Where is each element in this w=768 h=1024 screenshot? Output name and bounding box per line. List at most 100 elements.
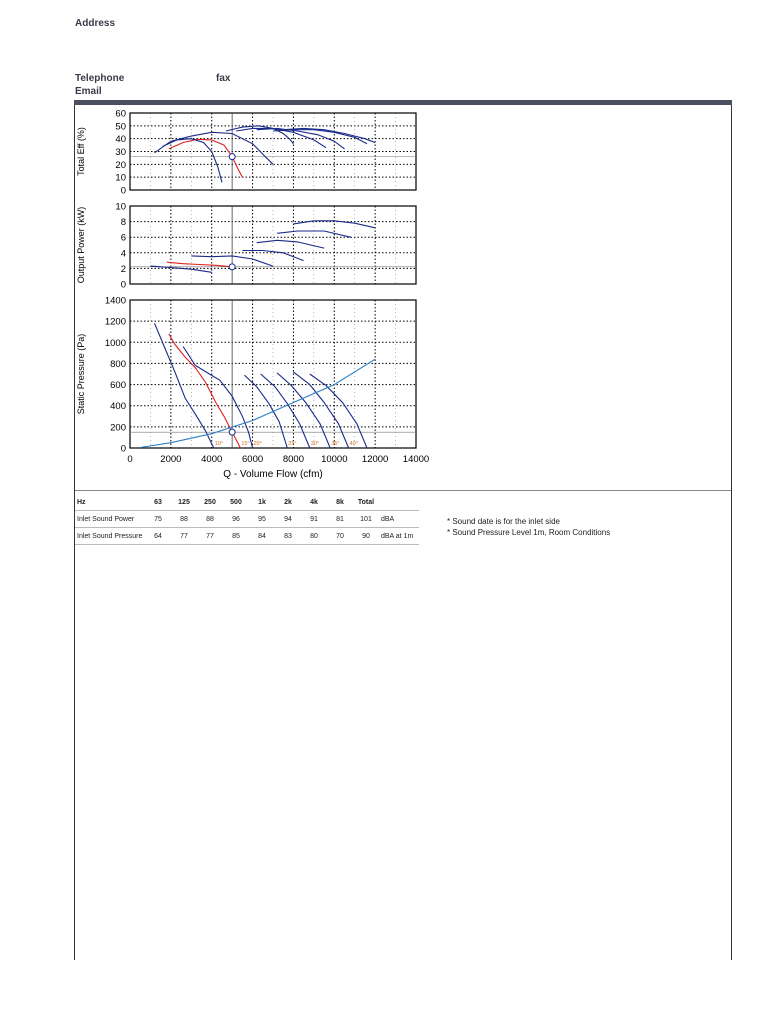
- y-axis-label: Static Pressure (Pa): [76, 334, 86, 415]
- sound-table-row: Inlet Sound Power 75 88 88 96 95 94 91 81 101 dBA: [75, 510, 419, 528]
- y-tick-label: 0: [121, 280, 126, 291]
- y-axis-label: Output Power (kW): [76, 207, 86, 284]
- sound-table-cell: dBA at 1m: [381, 532, 414, 540]
- y-tick-label: 800: [110, 359, 126, 370]
- x-tick-label: 4000: [201, 454, 222, 465]
- sound-table-cell: 77: [206, 532, 214, 540]
- sound-table-cell: 81: [336, 515, 344, 523]
- content-frame: [74, 100, 732, 960]
- sound-table-cell: Inlet Sound Pressure: [77, 532, 143, 540]
- series-line: [309, 373, 368, 449]
- y-tick-label: 30: [115, 147, 126, 158]
- series-line: [168, 333, 241, 449]
- sound-table-header-cell: 4k: [310, 498, 318, 506]
- blade-angle-label: 25°: [288, 441, 296, 447]
- blade-angle-label: 35°: [331, 441, 339, 447]
- y-tick-label: 600: [110, 380, 126, 391]
- sound-table-cell: 70: [336, 532, 344, 540]
- fax-label: fax: [216, 73, 231, 84]
- y-axis-label: Total Eff (%): [76, 127, 86, 176]
- x-tick-label: 0: [127, 454, 132, 465]
- telephone-label: Telephone: [75, 73, 125, 84]
- y-tick-label: 60: [115, 109, 126, 120]
- y-tick-label: 0: [121, 444, 126, 455]
- sound-table-cell: 80: [310, 532, 318, 540]
- series-line: [242, 249, 304, 262]
- sound-table-cell: 77: [180, 532, 188, 540]
- y-tick-label: 2: [121, 264, 126, 275]
- sound-table-cell: Inlet Sound Power: [77, 515, 135, 523]
- sound-table-cell: 88: [206, 515, 214, 523]
- plot-frame: [129, 112, 417, 191]
- y-tick-label: 1400: [105, 296, 126, 307]
- series-line: [283, 127, 376, 144]
- series-line: [276, 372, 331, 449]
- y-tick-label: 1200: [105, 317, 126, 328]
- plot-frame: [129, 299, 417, 449]
- sound-table-header-cell: 8k: [336, 498, 344, 506]
- series-line: [154, 131, 274, 165]
- sound-table-cell: dBA: [381, 515, 395, 523]
- sound-table-cell: 75: [154, 515, 162, 523]
- sound-table-header-cell: 500: [230, 498, 242, 506]
- sound-table-cell: 90: [362, 532, 370, 540]
- y-tick-label: 40: [115, 134, 126, 145]
- series-line: [256, 239, 325, 249]
- chart-table-separator: [75, 490, 731, 491]
- operating-point-marker: [228, 263, 236, 271]
- address-label: Address: [75, 18, 116, 29]
- operating-point-marker: [228, 428, 236, 436]
- y-tick-label: 10: [115, 202, 126, 213]
- y-tick-label: 10: [115, 173, 126, 184]
- sound-table-header: Hz 63 125 250 500 1k 2k 4k 8k Total: [75, 494, 419, 511]
- x-tick-label: 6000: [242, 454, 263, 465]
- sound-table-cell: 94: [284, 515, 292, 523]
- sound-table-row: Inlet Sound Pressure 64 77 77 85 84 83 80 70 90 dB…: [75, 527, 419, 545]
- sound-table-cell: 84: [258, 532, 266, 540]
- sound-table-cell: 101: [360, 515, 372, 523]
- x-axis-label: Q - Volume Flow (cfm): [223, 469, 322, 480]
- plot-frame: [129, 205, 417, 285]
- sound-note-inlet: * Sound date is for the inlet side: [447, 517, 560, 526]
- series-line: [150, 265, 212, 273]
- series-line: [153, 323, 215, 449]
- series-line: [293, 220, 376, 229]
- blade-angle-label: 10°: [215, 441, 223, 447]
- x-tick-label: 14000: [403, 454, 429, 465]
- y-tick-label: 0: [121, 186, 126, 197]
- sound-table-header-cell: 250: [204, 498, 216, 506]
- series-line: [166, 261, 233, 268]
- y-tick-label: 6: [121, 233, 126, 244]
- y-tick-label: 50: [115, 121, 126, 132]
- x-tick-label: 2000: [160, 454, 181, 465]
- blade-angle-label: 20°: [254, 441, 262, 447]
- series-line: [277, 230, 351, 238]
- sound-table-cell: 95: [258, 515, 266, 523]
- y-tick-label: 4: [121, 248, 126, 259]
- sound-table-cell: 96: [232, 515, 240, 523]
- x-tick-label: 10000: [321, 454, 347, 465]
- x-tick-label: 12000: [362, 454, 388, 465]
- frame-top-bar: [74, 100, 732, 105]
- sound-table-cell: 88: [180, 515, 188, 523]
- sound-table-header-cell: [379, 494, 419, 511]
- sound-table-cell: 64: [154, 532, 162, 540]
- blade-angle-label: 30°: [311, 441, 319, 447]
- sound-table-header-cell: 63: [154, 498, 162, 506]
- series-line: [260, 373, 311, 449]
- sound-note-room: * Sound Pressure Level 1m, Room Conditio…: [447, 528, 611, 537]
- series-line: [272, 129, 368, 145]
- sound-table-header-cell: Total: [357, 498, 375, 506]
- y-tick-label: 200: [110, 422, 126, 433]
- sound-table-header-cell: 125: [178, 498, 190, 506]
- y-tick-label: 400: [110, 401, 126, 412]
- y-tick-label: 1000: [105, 338, 126, 349]
- series-line: [256, 127, 345, 150]
- y-tick-label: 8: [121, 217, 126, 228]
- series-line: [293, 371, 350, 449]
- series-line: [244, 374, 288, 449]
- sound-table-header-cell: 1k: [258, 498, 266, 506]
- blade-angle-label: 40°: [350, 441, 358, 447]
- series-line: [182, 346, 254, 449]
